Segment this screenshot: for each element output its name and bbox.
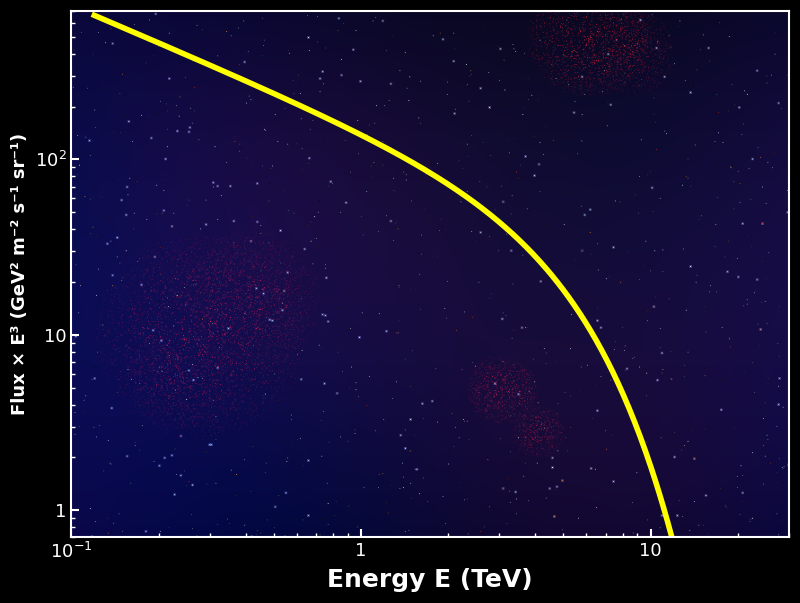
X-axis label: Energy E (TeV): Energy E (TeV) [327, 568, 533, 592]
Y-axis label: Flux × E³ (GeV² m⁻² s⁻¹ sr⁻¹): Flux × E³ (GeV² m⁻² s⁻¹ sr⁻¹) [11, 133, 29, 415]
